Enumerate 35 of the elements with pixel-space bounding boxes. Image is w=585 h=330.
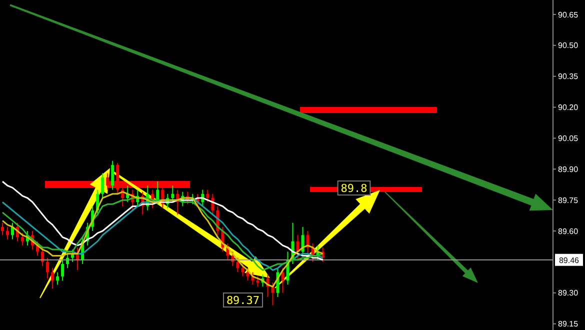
candlestick [111,160,114,190]
candlestick [241,264,244,277]
candlestick [246,268,250,281]
candlestick [101,172,104,198]
y-tick-label: 89.15 [558,320,579,329]
candlestick [156,181,160,205]
candlestick [226,242,230,260]
y-tick-label: 89.30 [558,288,579,298]
annotation: 89.37 [226,294,260,307]
ref-line-label: 89.46 [558,256,580,265]
y-tick-label: 90.35 [558,72,579,82]
y-tick-label: 89.75 [558,196,579,205]
candlestick [56,272,60,286]
candlestick [61,259,64,281]
candlestick [206,189,210,203]
candlestick [46,257,50,279]
candlestick [51,268,54,290]
y-tick-label: 90.65 [558,10,579,20]
candlestick [271,282,274,306]
candlestick [236,257,240,273]
y-tick-label: 89.90 [558,164,579,174]
line-series [2,180,324,261]
y-tick-label: 90.05 [558,134,579,144]
y-tick-label: 90.20 [558,103,579,112]
candlestick [106,172,110,190]
candlestick [6,226,10,240]
text: 89.8 [340,182,368,195]
y-tick-label: 90.50 [558,41,579,50]
candlestick [256,276,260,288]
y-tick-label: 89.60 [558,226,579,236]
candlestick [281,268,284,294]
candlestick [1,222,4,236]
candlestick [171,185,174,203]
candlestick [21,232,24,246]
candlestick [41,247,44,267]
